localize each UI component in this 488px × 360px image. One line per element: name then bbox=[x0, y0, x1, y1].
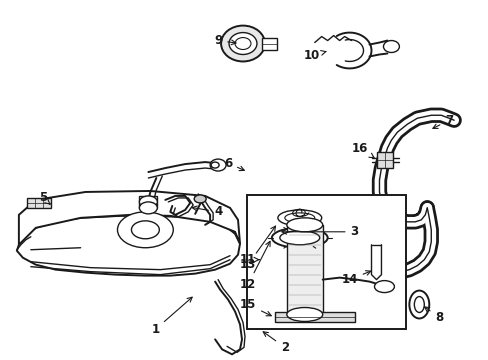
Text: 15: 15 bbox=[239, 298, 271, 316]
Text: 1: 1 bbox=[151, 297, 192, 336]
Text: 16: 16 bbox=[351, 141, 373, 158]
Text: 11: 11 bbox=[240, 253, 259, 266]
Ellipse shape bbox=[277, 210, 321, 226]
Ellipse shape bbox=[285, 213, 314, 223]
Ellipse shape bbox=[283, 228, 293, 236]
Text: 9: 9 bbox=[214, 34, 236, 47]
Ellipse shape bbox=[235, 37, 250, 50]
Text: 7: 7 bbox=[432, 114, 452, 129]
Polygon shape bbox=[19, 191, 240, 245]
Text: 12: 12 bbox=[240, 241, 269, 291]
Text: 8: 8 bbox=[424, 307, 443, 324]
Text: 13: 13 bbox=[240, 226, 275, 271]
Ellipse shape bbox=[210, 159, 225, 171]
Text: 10: 10 bbox=[303, 49, 325, 62]
Ellipse shape bbox=[408, 291, 428, 319]
Ellipse shape bbox=[228, 32, 256, 54]
Ellipse shape bbox=[279, 231, 319, 245]
Ellipse shape bbox=[378, 253, 389, 271]
Ellipse shape bbox=[211, 162, 219, 168]
Bar bbox=[246, 195, 406, 329]
Text: 5: 5 bbox=[39, 192, 50, 204]
Bar bbox=[27, 198, 51, 208]
Ellipse shape bbox=[286, 307, 322, 321]
Bar bbox=[286, 225, 322, 315]
Ellipse shape bbox=[221, 26, 264, 62]
Ellipse shape bbox=[194, 195, 206, 203]
Ellipse shape bbox=[383, 41, 399, 53]
Text: 2: 2 bbox=[263, 332, 288, 354]
Bar bbox=[377, 152, 393, 168]
Text: 6: 6 bbox=[224, 157, 244, 171]
Ellipse shape bbox=[413, 297, 424, 312]
Ellipse shape bbox=[131, 221, 159, 239]
Text: 14: 14 bbox=[341, 271, 370, 286]
Polygon shape bbox=[274, 312, 354, 323]
Ellipse shape bbox=[271, 228, 327, 248]
Ellipse shape bbox=[139, 202, 157, 214]
Ellipse shape bbox=[117, 212, 173, 248]
Text: 4: 4 bbox=[192, 205, 222, 219]
Ellipse shape bbox=[286, 218, 322, 232]
Bar bbox=[139, 196, 157, 208]
Ellipse shape bbox=[374, 280, 394, 293]
Ellipse shape bbox=[139, 196, 157, 208]
Polygon shape bbox=[17, 216, 240, 276]
Ellipse shape bbox=[374, 248, 394, 276]
Text: 3: 3 bbox=[281, 225, 358, 238]
Bar bbox=[262, 37, 276, 50]
